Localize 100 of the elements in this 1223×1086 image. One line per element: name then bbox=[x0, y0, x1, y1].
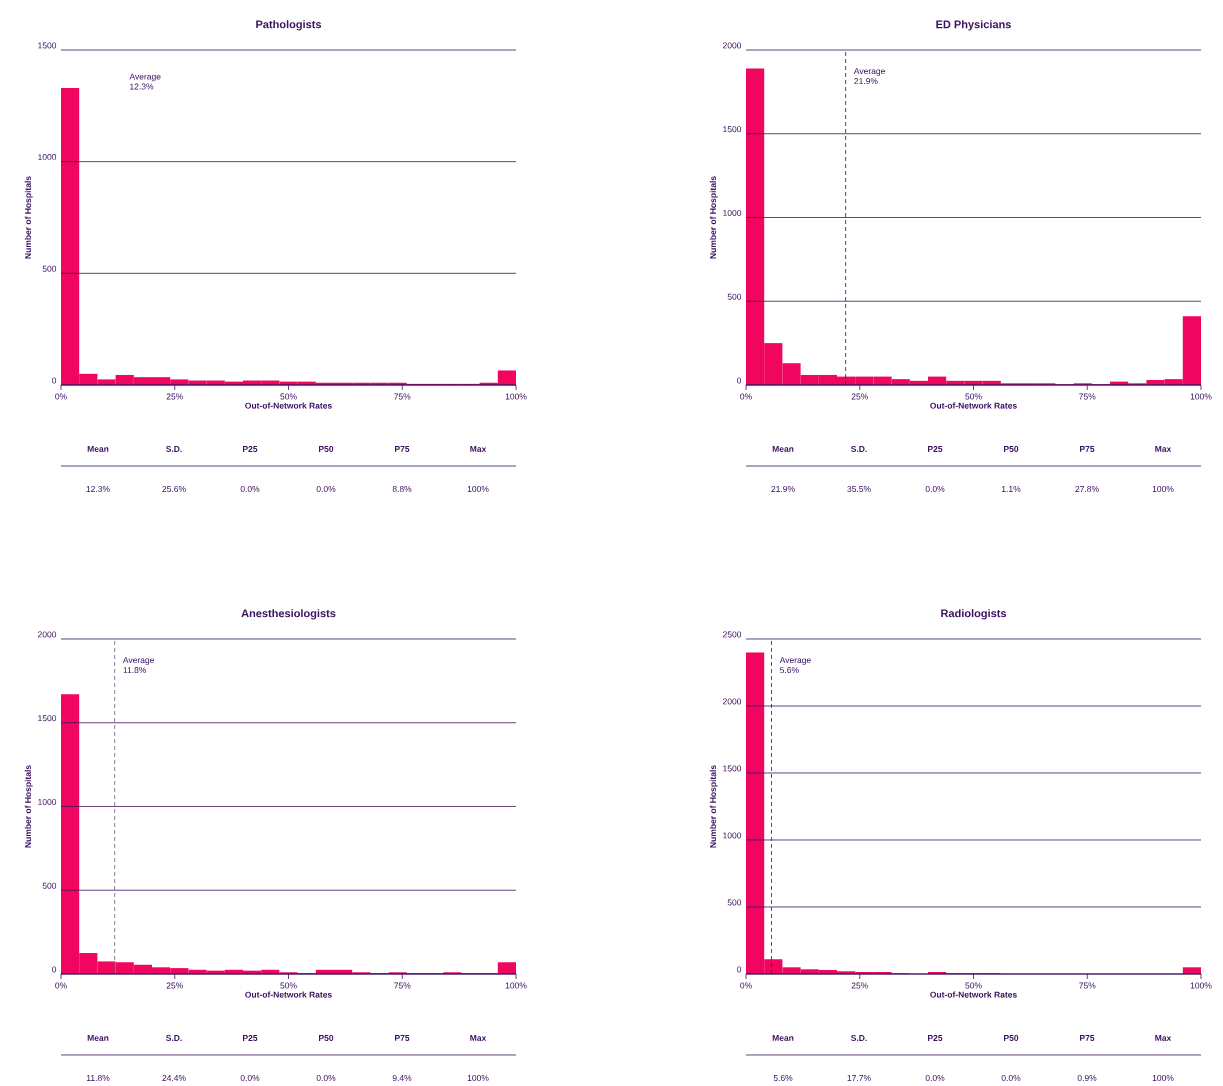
text: 35.5% bbox=[847, 485, 871, 492]
text: 0.0% bbox=[240, 1074, 260, 1081]
text: 8.8% bbox=[392, 485, 412, 492]
y-tick-label: 1500 bbox=[38, 715, 57, 722]
text: 100% bbox=[1152, 1074, 1174, 1081]
text: 0.0% bbox=[316, 1074, 336, 1081]
x-tick-label: 50% bbox=[965, 982, 982, 989]
text: 25.6% bbox=[162, 485, 186, 492]
text: S.D. bbox=[165, 445, 182, 452]
x-tick-label: 50% bbox=[965, 393, 982, 400]
text: P50 bbox=[1004, 1034, 1019, 1041]
chart-title: Pathologists bbox=[256, 20, 322, 31]
x-axis-title: Out-of-Network Rates bbox=[245, 991, 332, 998]
x-tick-label: 75% bbox=[1079, 393, 1096, 400]
text: P75 bbox=[1080, 1035, 1095, 1041]
text: 100% bbox=[467, 1074, 489, 1081]
text: S.D. bbox=[850, 1034, 867, 1041]
x-axis-title: Out-of-Network Rates bbox=[245, 402, 332, 409]
text: Mean bbox=[772, 446, 794, 452]
y-tick-label: 1000 bbox=[38, 798, 57, 805]
text: 21.9% bbox=[771, 485, 795, 492]
x-tick-label: 100% bbox=[1190, 982, 1212, 989]
y-tick-label: 1000 bbox=[723, 209, 742, 216]
text: Max bbox=[1155, 1035, 1172, 1041]
y-tick-label: 2500 bbox=[722, 631, 742, 638]
y-tick-label: 1000 bbox=[38, 154, 57, 161]
text: S.D. bbox=[850, 445, 867, 452]
y-axis-title: Number of Hospitals bbox=[24, 176, 33, 259]
text: 17.7% bbox=[847, 1075, 871, 1081]
text: Mean bbox=[87, 1035, 109, 1041]
x-tick-label: 100% bbox=[505, 393, 527, 400]
y-tick-label: 0 bbox=[737, 377, 742, 384]
y-tick-label: 500 bbox=[727, 899, 742, 906]
x-tick-label: 25% bbox=[166, 393, 183, 400]
y-tick-label: 0 bbox=[52, 966, 57, 973]
text: Max bbox=[1155, 446, 1172, 452]
x-axis-title: Out-of-Network Rates bbox=[930, 991, 1017, 998]
ref-line-label: Average 21.9% bbox=[853, 68, 885, 85]
text: P25 bbox=[243, 1034, 258, 1041]
text: 0.0% bbox=[925, 1074, 945, 1081]
chart-title: ED Physicians bbox=[936, 20, 1011, 31]
ref-line-label: Average 11.8% bbox=[122, 657, 155, 674]
text: P25 bbox=[928, 445, 943, 452]
text: P50 bbox=[319, 1034, 334, 1041]
y-tick-label: 500 bbox=[727, 293, 742, 300]
y-tick-label: 0 bbox=[737, 966, 742, 973]
annotation: Average 12.3% bbox=[129, 73, 161, 90]
y-tick-label: 2000 bbox=[722, 42, 742, 49]
text: Max bbox=[470, 1035, 487, 1041]
x-axis-title: Out-of-Network Rates bbox=[930, 402, 1017, 409]
y-tick-label: 500 bbox=[42, 882, 57, 889]
x-tick-label: 75% bbox=[394, 982, 411, 989]
x-tick-label: 25% bbox=[166, 982, 183, 989]
x-tick-label: 25% bbox=[851, 393, 868, 400]
text: P50 bbox=[1004, 445, 1019, 452]
text: S.D. bbox=[165, 1034, 182, 1041]
chart-title: Radiologists bbox=[941, 609, 1007, 620]
text: 12.3% bbox=[86, 485, 110, 492]
text: 100% bbox=[1152, 485, 1174, 492]
y-tick-label: 1500 bbox=[723, 126, 742, 133]
text: P75 bbox=[1080, 446, 1095, 452]
x-tick-label: 100% bbox=[505, 982, 527, 989]
x-tick-label: 75% bbox=[1079, 982, 1096, 989]
text: 0.0% bbox=[1001, 1074, 1021, 1081]
y-axis-title: Number of Hospitals bbox=[24, 765, 33, 848]
text: 0.9% bbox=[1077, 1074, 1097, 1081]
y-axis-title: Number of Hospitals bbox=[709, 176, 718, 259]
x-tick-label: 0% bbox=[55, 982, 67, 989]
x-tick-label: 0% bbox=[740, 393, 752, 400]
y-tick-label: 1000 bbox=[723, 832, 742, 839]
y-axis-title: Number of Hospitals bbox=[709, 765, 718, 848]
x-tick-label: 50% bbox=[280, 982, 297, 989]
text: 5.6% bbox=[773, 1074, 793, 1081]
text: P75 bbox=[395, 446, 410, 452]
y-tick-label: 1500 bbox=[723, 765, 742, 772]
text: 11.8% bbox=[86, 1074, 110, 1081]
text: P25 bbox=[243, 445, 258, 452]
chart-title: Anesthesiologists bbox=[241, 609, 336, 620]
text: P50 bbox=[319, 445, 334, 452]
text: Mean bbox=[772, 1035, 794, 1041]
text: 9.4% bbox=[392, 1074, 412, 1081]
text: 0.0% bbox=[925, 485, 945, 492]
x-tick-label: 75% bbox=[394, 393, 411, 400]
text: 1.1% bbox=[1001, 486, 1021, 492]
text: P75 bbox=[395, 1035, 410, 1041]
y-tick-label: 0 bbox=[52, 377, 57, 384]
text: Mean bbox=[87, 446, 109, 452]
y-tick-label: 2000 bbox=[37, 631, 57, 638]
y-tick-label: 500 bbox=[42, 265, 57, 272]
text: 0.0% bbox=[316, 485, 336, 492]
x-tick-label: 25% bbox=[851, 982, 868, 989]
y-tick-label: 1500 bbox=[38, 42, 57, 49]
x-tick-label: 100% bbox=[1190, 393, 1212, 400]
text: Max bbox=[470, 446, 487, 452]
x-tick-label: 0% bbox=[740, 982, 752, 989]
ref-line-label: Average 5.6% bbox=[779, 657, 811, 674]
text: 24.4% bbox=[162, 1075, 186, 1081]
y-tick-label: 2000 bbox=[722, 698, 742, 705]
text: 100% bbox=[467, 485, 489, 492]
x-tick-label: 0% bbox=[55, 393, 67, 400]
